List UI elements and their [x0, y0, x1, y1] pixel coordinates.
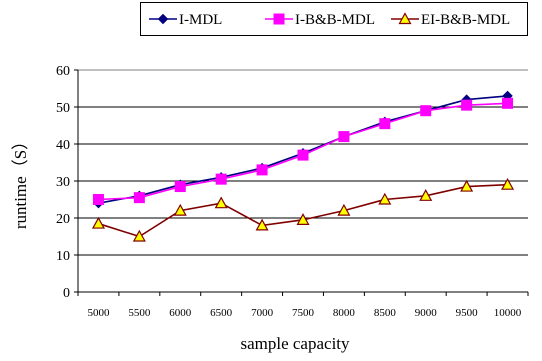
data-point-ei-b-b-mdl	[296, 213, 310, 225]
data-point-ei-b-b-mdl	[337, 203, 351, 216]
series-ei-b-b-mdl	[91, 177, 515, 242]
data-point-i-b-b-mdl	[420, 105, 432, 117]
legend-item-ei-b-b-mdl: EI-B&B-MDL	[391, 12, 510, 28]
x-tick-label: 9500	[456, 307, 479, 319]
x-tick-label: 10000	[494, 307, 522, 319]
legend-label: EI-B&B-MDL	[421, 12, 510, 28]
data-point-ei-b-b-mdl	[255, 218, 269, 231]
x-tick-label: 5000	[87, 307, 110, 319]
x-tick-label: 6500	[210, 307, 233, 319]
data-point-i-b-b-mdl	[297, 149, 309, 161]
data-point-i-b-b-mdl	[92, 194, 104, 205]
x-tick-label: 5500	[128, 307, 151, 319]
data-point-ei-b-b-mdl	[91, 216, 105, 229]
data-point-i-b-b-mdl	[174, 181, 186, 193]
legend-item-i-b-b-mdl: I-B&B-MDL	[265, 12, 375, 28]
x-tick-label: 7500	[292, 307, 315, 319]
y-tick-label: 20	[56, 212, 70, 227]
legend-label: I-B&B-MDL	[295, 12, 375, 28]
data-point-i-b-b-mdl	[215, 173, 227, 185]
axes-layer	[74, 69, 529, 296]
legend: I-MDL I-B&B-MDL EI-B&B-MDL	[140, 2, 528, 36]
y-tick-label: 60	[56, 64, 70, 79]
data-point-ei-b-b-mdl	[460, 179, 474, 192]
ticks-layer: 0 10 20 30 40 50 60 5000 5500 6000 6500 7000 7500 800…	[56, 64, 522, 319]
legend-canvas: I-MDL I-B&B-MDL EI-B&B-MDL	[149, 12, 510, 28]
legend-label: I-MDL	[179, 12, 222, 28]
legend-marker	[398, 12, 412, 25]
y-tick-label: 0	[63, 286, 70, 301]
x-tick-label: 7000	[251, 307, 274, 319]
legend-item-i-mdl: I-MDL	[149, 12, 222, 28]
data-point-ei-b-b-mdl	[378, 192, 392, 205]
series-i-b-b-mdl	[92, 97, 514, 205]
data-point-ei-b-b-mdl	[173, 203, 187, 216]
x-axis-title: sample capacity	[240, 334, 350, 353]
data-point-i-b-b-mdl	[133, 192, 145, 204]
series-layer	[91, 90, 515, 242]
legend-marker	[157, 13, 169, 25]
legend-marker	[273, 13, 285, 25]
y-tick-label: 10	[56, 249, 70, 264]
y-tick-label: 30	[56, 175, 70, 190]
data-point-i-b-b-mdl	[461, 99, 473, 111]
x-tick-label: 8000	[333, 307, 356, 319]
data-point-ei-b-b-mdl	[214, 196, 228, 209]
y-tick-label: 40	[56, 138, 70, 153]
y-axis-title: runtime（S）	[11, 133, 30, 229]
x-tick-label: 6000	[169, 307, 192, 319]
data-point-ei-b-b-mdl	[501, 177, 515, 190]
x-tick-label: 9000	[415, 307, 438, 319]
x-tick-label: 8500	[374, 307, 397, 319]
data-point-i-b-b-mdl	[502, 97, 514, 109]
data-point-i-b-b-mdl	[338, 131, 350, 143]
data-point-ei-b-b-mdl	[132, 229, 146, 242]
data-point-ei-b-b-mdl	[419, 189, 433, 201]
data-point-i-b-b-mdl	[379, 118, 391, 130]
y-tick-label: 50	[56, 101, 70, 116]
grid-layer	[78, 69, 528, 256]
data-point-i-b-b-mdl	[256, 164, 268, 176]
